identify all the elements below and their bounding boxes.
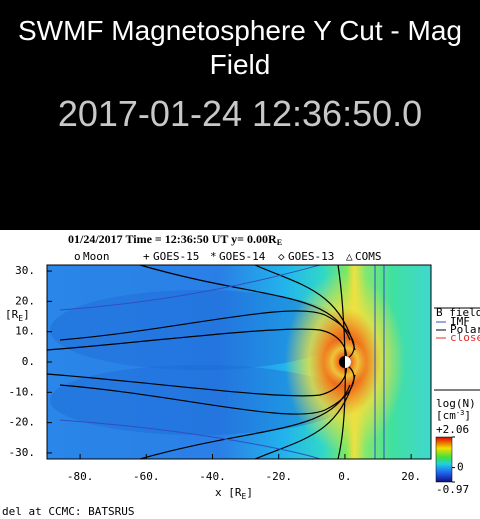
x-axis-label: x [RE] — [215, 486, 253, 501]
y-tick-label: -10. — [9, 385, 36, 398]
colorbar-unit-end: ] — [464, 409, 471, 422]
legend-icon: ◇ — [278, 250, 285, 263]
colorbar-tick-label: 0 — [457, 461, 464, 474]
footer: del at CCMC: BATSRUS — [2, 505, 134, 518]
plot-title-text: 01/24/2017 Time = 12:36:50 UT y= 0.00R — [68, 232, 277, 246]
colorbar-tick-label: +2.06 — [436, 423, 469, 436]
plot-title: 01/24/2017 Time = 12:36:50 UT y= 0.00RE — [68, 232, 282, 247]
x-label-end: ] — [246, 486, 253, 499]
legend-label: GOES-13 — [288, 250, 334, 263]
fieldline-legend-label: Polar — [450, 323, 480, 336]
y-label-end: ] — [23, 308, 30, 321]
plot-area — [46, 264, 432, 460]
legend-label: GOES-15 — [153, 250, 199, 263]
timestamp: 2017-01-24 12:36:50.0 — [57, 93, 423, 134]
title: SWMF Magnetosphere Y Cut - Mag Field — [17, 15, 463, 80]
legend-icon: * — [210, 250, 217, 263]
y-tick-label: -20. — [9, 416, 36, 429]
fieldline-legend-label: IMF — [450, 315, 470, 328]
x-tick-label: -60. — [133, 470, 160, 483]
x-label: x [R — [215, 486, 242, 499]
y-tick-label: 0. — [22, 355, 35, 368]
y-label-sub: E — [18, 314, 23, 323]
x-tick-label: 0. — [338, 470, 351, 483]
colorbar-unit-text: [cm — [436, 409, 456, 422]
x-tick-label: -20. — [265, 470, 292, 483]
legend-icon: o — [74, 250, 81, 263]
x-label-sub: E — [242, 492, 247, 501]
legend-label: Moon — [83, 250, 110, 263]
x-tick-label: -40. — [199, 470, 226, 483]
legend-label: GOES-14 — [219, 250, 266, 263]
colorbar-unit: [cm-3] — [436, 409, 471, 422]
fieldline-legend-title: B fieldline — [436, 306, 480, 319]
plot-title-sub: E — [277, 238, 282, 247]
legend-icon: △ — [346, 250, 353, 263]
legend-icon: + — [143, 250, 150, 263]
x-tick-label: 20. — [401, 470, 421, 483]
fieldline-legend-label: closed — [450, 331, 480, 344]
legend: o Moon + GOES-15 * GOES-14 ◇ GOES-13 △ COMS — [74, 250, 382, 263]
plot-image: 01/24/2017 Time = 12:36:50 UT y= 0.00RE … — [0, 230, 480, 519]
legend-label: COMS — [355, 250, 382, 263]
colorbar-tick-label: -0.97 — [436, 483, 469, 496]
colorbar-unit-sup: -3 — [456, 409, 464, 417]
y-tick-label: 30. — [15, 264, 35, 277]
colorbar — [435, 436, 453, 483]
fieldline-legend: B fieldline IMF Polar closed — [434, 306, 480, 391]
y-tick-label: 10. — [15, 325, 35, 338]
y-axis-label: [RE] — [5, 308, 30, 323]
x-tick-label: -80. — [67, 470, 94, 483]
y-label: [R — [5, 308, 19, 321]
y-tick-label: -30. — [9, 446, 36, 459]
y-tick-label: 20. — [15, 294, 35, 307]
colorbar-label: log(N) — [436, 397, 476, 410]
